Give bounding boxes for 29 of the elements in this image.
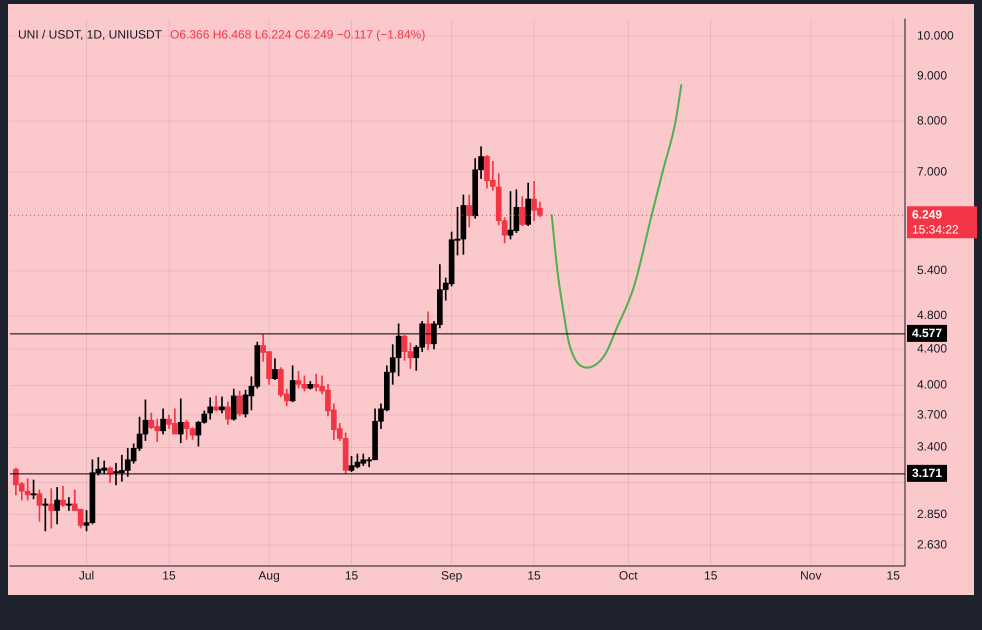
x-tick-label: 15: [344, 568, 359, 583]
y-tick-label: 3.400: [917, 440, 948, 454]
ref-line-label: 3.171: [912, 466, 942, 480]
y-tick-label: 5.400: [917, 263, 948, 278]
text: 15:34:22: [912, 222, 960, 237]
y-tick-label: 4.400: [917, 341, 948, 356]
y-tick-label: 4.000: [917, 378, 948, 392]
y-tick-label: 3.700: [917, 407, 948, 422]
text: O6.366 H6.468 L6.224 C6.249 −0.117 (−1.84%): [170, 28, 426, 42]
y-tick-label: 4.800: [917, 308, 948, 322]
y-tick-label: 7.000: [917, 164, 948, 178]
y-tick-label: 2.630: [917, 537, 948, 552]
x-tick-label: Sep: [440, 568, 463, 583]
x-tick-label: 15: [162, 568, 176, 583]
x-tick-label: 15: [886, 568, 900, 583]
ref-line-label: 6.249: [912, 208, 942, 222]
y-tick-label: 9.000: [917, 68, 948, 82]
y-tick-label: 10.000: [917, 28, 954, 42]
x-tick-label: 15: [527, 568, 542, 583]
line-series: [550, 84, 682, 369]
y-tick-label: 2.850: [917, 506, 948, 521]
ref-line-label: 4.577: [912, 326, 942, 340]
text: UNI / USDT, 1D, UNIUSDT: [18, 28, 163, 42]
x-tick-label: 15: [704, 568, 718, 583]
y-tick-label: 8.000: [917, 113, 948, 128]
x-tick-label: Oct: [618, 568, 638, 583]
x-tick-label: Nov: [800, 568, 822, 583]
x-tick-label: Aug: [258, 568, 280, 583]
x-tick-label: Jul: [78, 568, 94, 583]
